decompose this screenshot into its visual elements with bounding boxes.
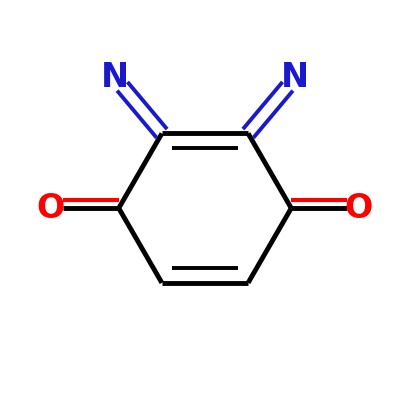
Text: N: N: [101, 61, 129, 94]
Text: O: O: [345, 192, 373, 225]
Text: N: N: [281, 61, 309, 94]
Text: O: O: [37, 192, 65, 225]
